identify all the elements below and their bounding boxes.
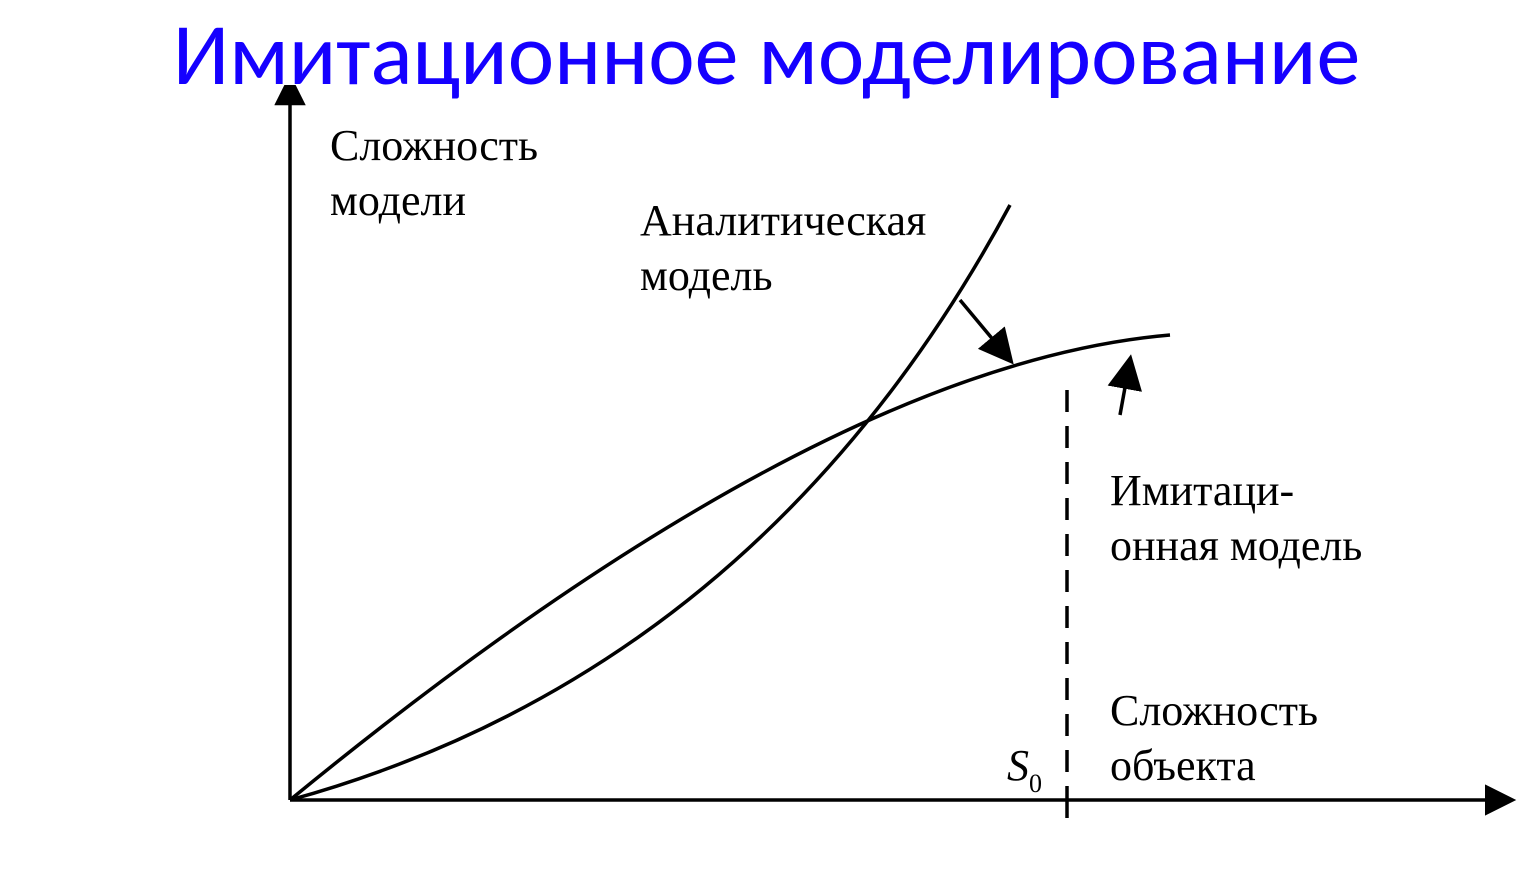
y-axis-label: Сложность: [330, 121, 538, 170]
simulation-curve: [290, 335, 1170, 800]
analytical-label-2: модель: [640, 251, 773, 300]
x-axis-label-2: объекта: [1110, 741, 1256, 790]
diagram-canvas: Сложность модели Аналитическая модель Им…: [0, 85, 1533, 864]
y-axis-label-2: модели: [330, 176, 466, 225]
simulation-label: Имитаци-: [1110, 466, 1294, 515]
analytical-label: Аналитическая: [640, 196, 926, 245]
analytical-arrow: [960, 300, 1010, 360]
simulation-label-2: онная модель: [1110, 521, 1362, 570]
simulation-arrow: [1120, 360, 1130, 415]
s0-label: S0: [1007, 741, 1042, 798]
x-axis-label: Сложность: [1110, 686, 1318, 735]
